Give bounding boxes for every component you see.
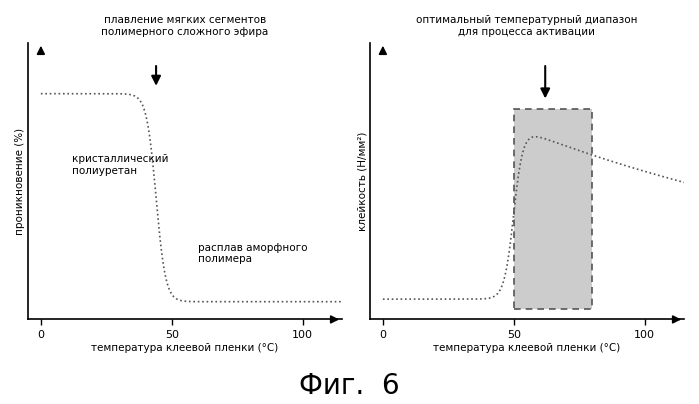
Y-axis label: проникновение (%): проникновение (%) [15, 128, 25, 235]
Title: оптимальный температурный диапазон
для процесса активации: оптимальный температурный диапазон для п… [416, 15, 637, 37]
X-axis label: температура клеевой пленки (°C): температура клеевой пленки (°C) [433, 343, 621, 353]
X-axis label: температура клеевой пленки (°C): температура клеевой пленки (°C) [92, 343, 278, 353]
Text: Фиг.  6: Фиг. 6 [299, 372, 400, 400]
Text: кристаллический
полиуретан: кристаллический полиуретан [72, 154, 168, 175]
Y-axis label: клейкость (Н/мм²): клейкость (Н/мм²) [357, 131, 367, 231]
Bar [514, 109, 592, 309]
Text: расплав аморфного
полимера: расплав аморфного полимера [198, 243, 308, 264]
Title: плавление мягких сегментов
полимерного сложного эфира: плавление мягких сегментов полимерного с… [101, 15, 268, 37]
